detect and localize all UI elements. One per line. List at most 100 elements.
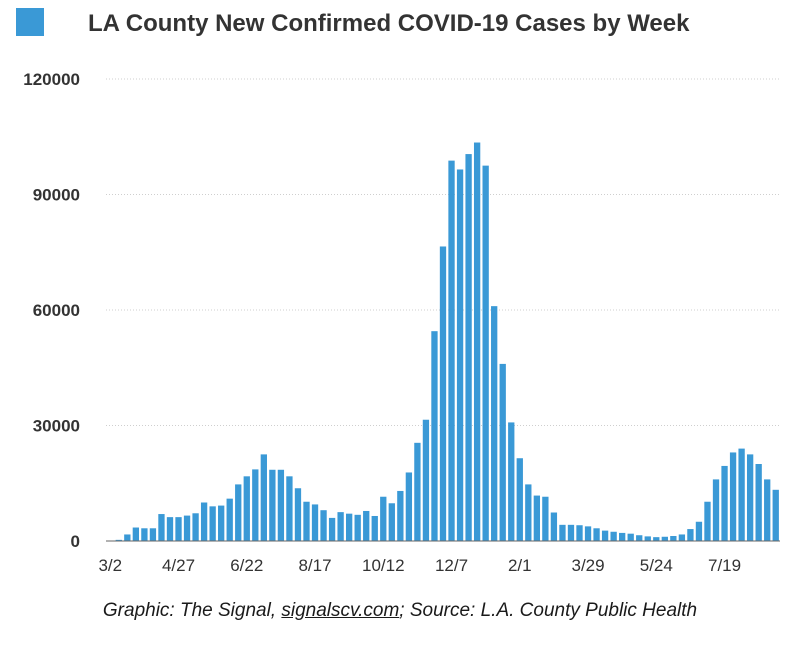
bar (397, 490, 404, 541)
legend-label: LA County New Confirmed COVID-19 Cases b… (88, 10, 690, 37)
x-tick-label: 3/2 (98, 556, 122, 575)
bar (661, 536, 668, 541)
bar (516, 458, 523, 541)
bar (644, 536, 651, 541)
bar (363, 510, 370, 541)
bar (712, 479, 720, 541)
bar (670, 536, 677, 541)
bar (346, 513, 353, 541)
bar (294, 488, 302, 541)
bar (235, 484, 242, 541)
bar (653, 537, 660, 541)
bar (764, 479, 771, 541)
bar (328, 517, 336, 541)
bar (550, 512, 558, 541)
y-tick-label: 60000 (33, 301, 80, 320)
legend: LA County New Confirmed COVID-19 Cases b… (16, 8, 690, 37)
bar (627, 533, 634, 541)
bar (729, 452, 737, 541)
bar (200, 502, 208, 541)
bar (542, 496, 549, 541)
bar (721, 465, 728, 541)
bar (491, 306, 498, 541)
bar (175, 517, 182, 541)
signal-website-link[interactable]: signalscv.com (281, 600, 400, 621)
x-tick-label: 2/1 (508, 556, 532, 575)
x-tick-label: 5/24 (640, 556, 673, 575)
x-tick-label: 8/17 (298, 556, 331, 575)
caption-suffix: ; Source: L.A. County Public Health (399, 600, 698, 621)
bar (525, 484, 532, 541)
bar (636, 535, 643, 541)
bar (584, 526, 592, 541)
bar (482, 165, 489, 542)
bar (183, 515, 191, 541)
bar (132, 527, 140, 541)
x-tick-label: 6/22 (230, 556, 263, 575)
caption-prefix: Graphic: The Signal, (102, 600, 282, 621)
bar (158, 514, 165, 541)
bar (610, 531, 617, 541)
bar (311, 504, 319, 541)
y-tick-label: 30000 (33, 417, 80, 436)
bar (593, 528, 600, 541)
bar (772, 489, 779, 541)
bar (678, 534, 686, 541)
legend-swatch (16, 8, 44, 36)
bar (192, 513, 199, 541)
bar (755, 464, 762, 541)
bar (166, 517, 174, 541)
bar (414, 442, 421, 541)
bar (149, 528, 157, 541)
y-tick-label: 0 (71, 532, 80, 551)
source-caption: Graphic: The Signal, signalscv.com; Sour… (0, 600, 800, 622)
x-tick-label: 4/27 (162, 556, 195, 575)
bar (473, 142, 481, 541)
bars (107, 142, 779, 542)
bar (252, 469, 259, 541)
x-tick-label: 3/29 (571, 556, 604, 575)
bar (380, 496, 387, 541)
bar (422, 419, 430, 541)
bar (559, 524, 566, 541)
x-tick-label: 10/12 (362, 556, 405, 575)
bar (687, 529, 694, 541)
bar (388, 503, 395, 541)
bar (226, 498, 233, 541)
y-tick-label: 120000 (23, 70, 80, 89)
bar (601, 530, 609, 541)
bar (209, 506, 216, 541)
bar (405, 472, 413, 541)
bar (269, 469, 276, 541)
y-axis-ticks: 0 30000 60000 90000 120000 (23, 70, 80, 551)
bar (508, 422, 515, 541)
bar (439, 246, 447, 542)
bar-chart: LA County New Confirmed COVID-19 Cases b… (16, 8, 780, 575)
bar (533, 495, 540, 541)
bar (303, 501, 310, 541)
bar (465, 154, 472, 541)
bar (738, 448, 745, 541)
bar (218, 505, 225, 541)
bar (619, 532, 626, 541)
bar (695, 521, 703, 541)
bar (286, 476, 293, 541)
x-tick-label: 7/19 (708, 556, 741, 575)
y-tick-label: 90000 (33, 186, 80, 205)
bar (243, 476, 250, 541)
x-axis-ticks: 3/2 4/27 6/22 8/17 10/12 12/7 2/1 3/29 5/24 7/19 (98, 556, 741, 575)
bar (456, 169, 464, 541)
bar (124, 534, 131, 541)
bar (354, 514, 361, 541)
bar (320, 510, 327, 541)
bar (448, 160, 455, 541)
bar (371, 515, 378, 541)
bar (576, 525, 583, 541)
bar (337, 512, 344, 542)
bar (567, 524, 575, 541)
bar (260, 454, 267, 542)
bar (431, 331, 438, 541)
x-tick-label: 12/7 (435, 556, 468, 575)
bar (746, 454, 754, 542)
bar (277, 469, 285, 541)
